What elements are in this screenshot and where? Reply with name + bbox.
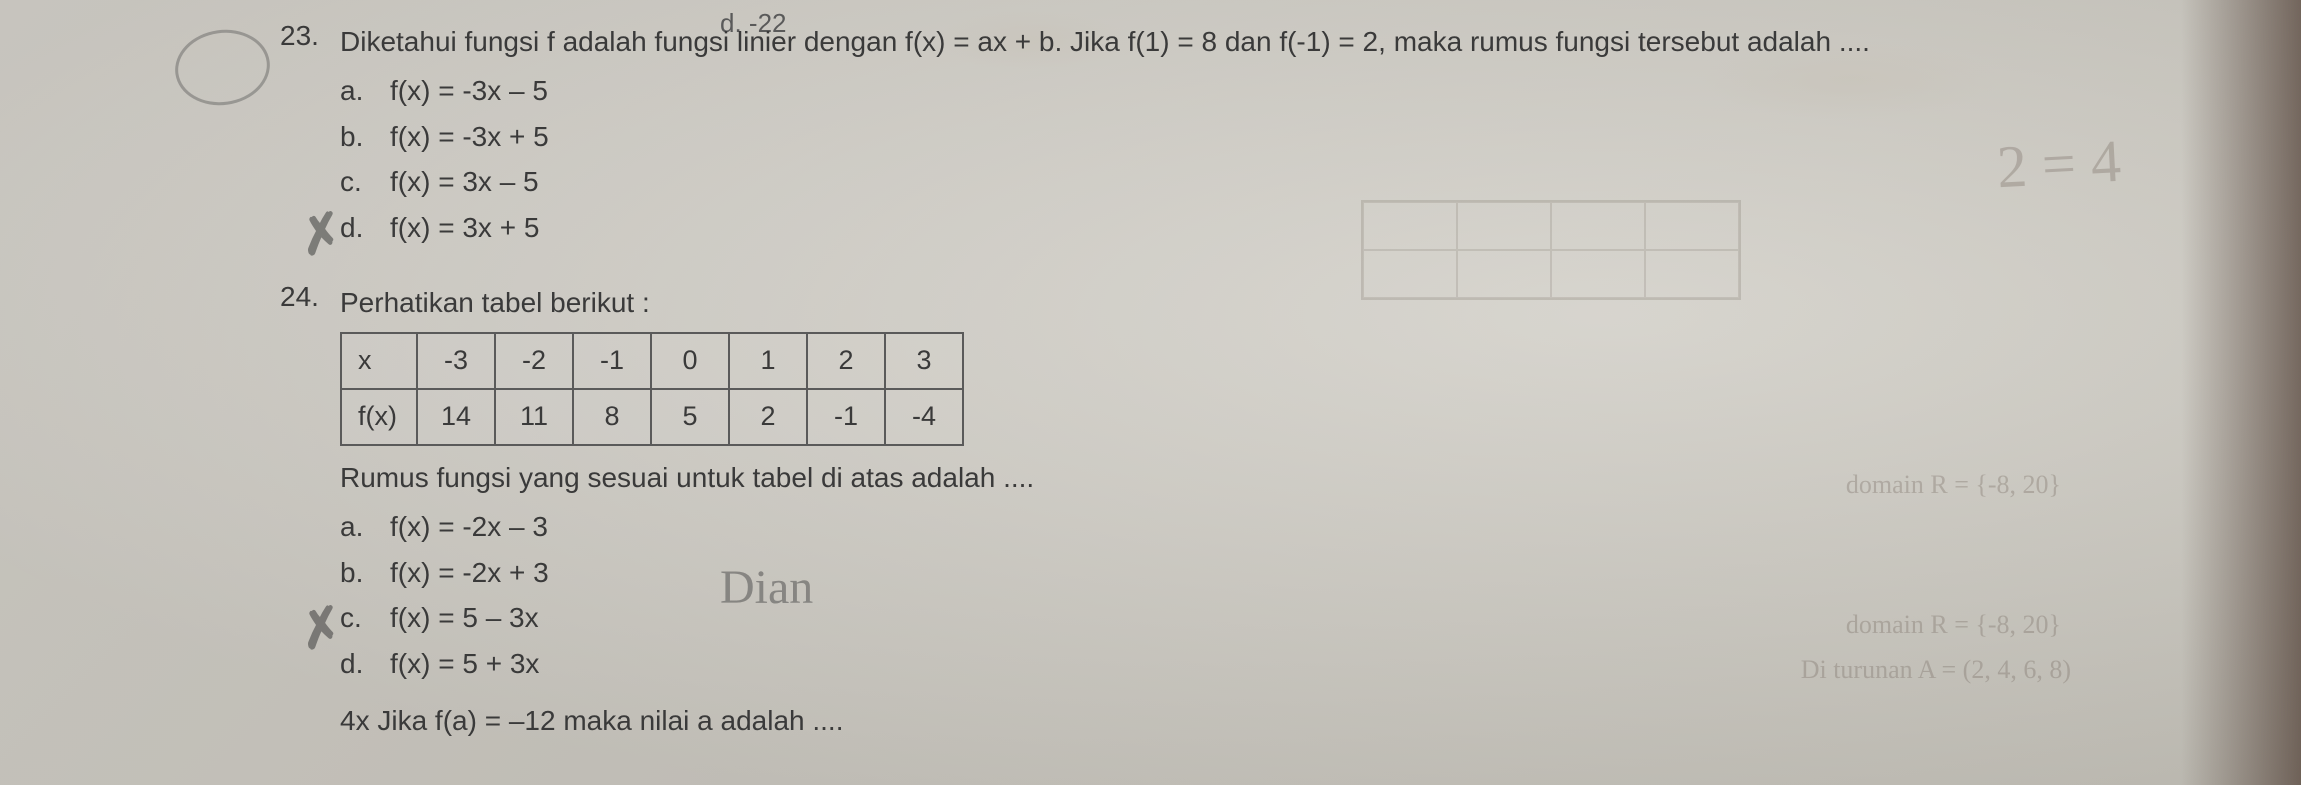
option-letter: b. xyxy=(340,551,390,594)
option-a: a. f(x) = -3x – 5 xyxy=(340,69,2261,112)
option-text: f(x) = -2x – 3 xyxy=(390,505,548,548)
table-cell: 2 xyxy=(729,389,807,445)
table-cell: 14 xyxy=(417,389,495,445)
option-text: f(x) = -2x + 3 xyxy=(390,551,549,594)
table-cell: -3 xyxy=(417,333,495,389)
question-number: 23. xyxy=(280,20,340,52)
question-body: Perhatikan tabel berikut : x -3 -2 -1 0 … xyxy=(340,281,2261,742)
option-b: b. f(x) = -2x + 3 xyxy=(340,551,2261,594)
question-number: 24. xyxy=(280,281,340,313)
question-23: 23. Diketahui fungsi f adalah fungsi lin… xyxy=(280,20,2261,251)
option-d: ✗ d. f(x) = 3x + 5 xyxy=(340,206,2261,249)
option-text: f(x) = -3x – 5 xyxy=(390,69,548,112)
option-b: b. f(x) = -3x + 5 xyxy=(340,115,2261,158)
table-cell: 0 xyxy=(651,333,729,389)
table-row: x -3 -2 -1 0 1 2 3 xyxy=(341,333,963,389)
table-cell: 5 xyxy=(651,389,729,445)
next-question-fragment: 4x Jika f(a) = –12 maka nilai a adalah .… xyxy=(340,699,2261,742)
table-cell: 2 xyxy=(807,333,885,389)
option-text: f(x) = 5 – 3x xyxy=(390,596,539,639)
option-text: f(x) = 3x + 5 xyxy=(390,206,539,249)
option-letter: d. xyxy=(340,642,390,685)
table-cell: -1 xyxy=(807,389,885,445)
pencil-circle-annotation xyxy=(170,24,275,111)
question-subtext: Rumus fungsi yang sesuai untuk tabel di … xyxy=(340,456,2261,499)
option-letter: c. xyxy=(340,160,390,203)
table-cell: -1 xyxy=(573,333,651,389)
table-cell: 3 xyxy=(885,333,963,389)
question-24: 24. Perhatikan tabel berikut : x -3 -2 -… xyxy=(280,281,2261,742)
table-row: f(x) 14 11 8 5 2 -1 -4 xyxy=(341,389,963,445)
option-text: f(x) = -3x + 5 xyxy=(390,115,549,158)
table-cell: 11 xyxy=(495,389,573,445)
table-cell: -2 xyxy=(495,333,573,389)
option-letter: b. xyxy=(340,115,390,158)
options-list: a. f(x) = -2x – 3 b. f(x) = -2x + 3 ✗ c.… xyxy=(340,505,2261,685)
option-text: f(x) = 5 + 3x xyxy=(390,642,539,685)
option-c: ✗ c. f(x) = 5 – 3x xyxy=(340,596,2261,639)
question-header: Perhatikan tabel berikut : xyxy=(340,281,2261,324)
option-d: d. f(x) = 5 + 3x xyxy=(340,642,2261,685)
question-body: Diketahui fungsi f adalah fungsi linier … xyxy=(340,20,2261,251)
question-text: Diketahui fungsi f adalah fungsi linier … xyxy=(340,20,2261,63)
table-cell: 1 xyxy=(729,333,807,389)
options-list: a. f(x) = -3x – 5 b. f(x) = -3x + 5 c. f… xyxy=(340,69,2261,249)
table-cell: 8 xyxy=(573,389,651,445)
function-table: x -3 -2 -1 0 1 2 3 f(x) 14 11 8 5 xyxy=(340,332,2261,446)
option-a: a. f(x) = -2x – 3 xyxy=(340,505,2261,548)
worksheet-content: 23. Diketahui fungsi f adalah fungsi lin… xyxy=(280,20,2261,742)
table-cell: f(x) xyxy=(341,389,417,445)
table-cell: -4 xyxy=(885,389,963,445)
option-letter: a. xyxy=(340,69,390,112)
option-letter: a. xyxy=(340,505,390,548)
option-letter: c. xyxy=(340,596,390,639)
table-cell: x xyxy=(341,333,417,389)
option-c: c. f(x) = 3x – 5 xyxy=(340,160,2261,203)
option-text: f(x) = 3x – 5 xyxy=(390,160,539,203)
option-letter: d. xyxy=(340,206,390,249)
